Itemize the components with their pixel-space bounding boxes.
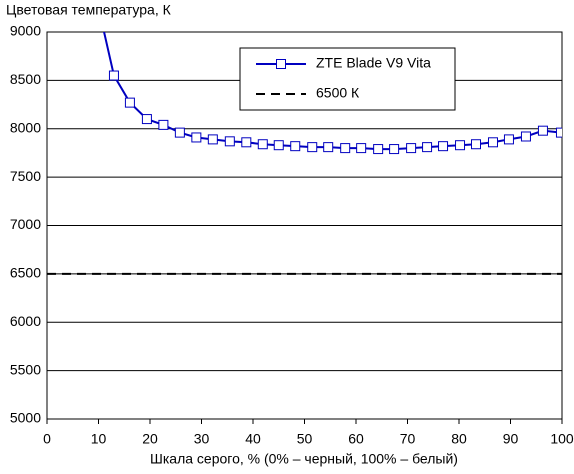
marker (124, 97, 135, 108)
x-tick-label: 80 (451, 431, 467, 447)
marker (470, 139, 481, 150)
x-tick-label: 100 (550, 431, 574, 447)
x-tick-label: 30 (194, 431, 210, 447)
marker (438, 141, 449, 152)
y-tick-label: 7500 (10, 168, 41, 184)
marker (141, 114, 152, 125)
marker (207, 134, 218, 145)
marker (340, 143, 351, 154)
x-tick-label: 10 (91, 431, 107, 447)
legend-label: 6500 К (316, 85, 360, 101)
x-tick-label: 20 (142, 431, 158, 447)
legend-marker (276, 59, 286, 69)
x-tick-label: 60 (348, 431, 364, 447)
marker (323, 142, 334, 153)
marker (520, 131, 531, 142)
marker (191, 132, 202, 143)
plot-frame (46, 31, 563, 420)
x-tick-label: 90 (503, 431, 519, 447)
marker (503, 134, 514, 145)
marker (422, 142, 433, 153)
y-tick-label: 6500 (10, 265, 41, 281)
marker (158, 119, 169, 130)
marker (389, 144, 400, 155)
y-tick-label: 7000 (10, 216, 41, 232)
marker (108, 70, 119, 81)
marker (290, 141, 301, 152)
marker (224, 136, 235, 147)
marker (487, 137, 498, 148)
marker (537, 125, 548, 136)
marker (174, 127, 185, 138)
marker (555, 127, 562, 138)
marker (455, 140, 466, 151)
legend-label: ZTE Blade V9 Vita (316, 55, 431, 71)
marker (241, 137, 252, 148)
y-tick-label: 5000 (10, 410, 41, 426)
y-tick-label: 8500 (10, 71, 41, 87)
legend-box (239, 47, 456, 111)
marker (373, 144, 384, 155)
marker (356, 143, 367, 154)
y-tick-label: 6000 (10, 313, 41, 329)
x-tick-label: 50 (297, 431, 313, 447)
y-tick-label: 5500 (10, 361, 41, 377)
chart-title: Цветовая температура, К (6, 2, 172, 18)
marker (406, 143, 417, 154)
marker (307, 142, 318, 153)
y-tick-label: 9000 (10, 23, 41, 39)
marker (257, 139, 268, 150)
x-tick-label: 40 (245, 431, 261, 447)
x-tick-label: 70 (400, 431, 416, 447)
plot-area (47, 32, 562, 275)
x-tick-label: 0 (43, 431, 51, 447)
x-axis-label: Шкала серого, % (0% – черный, 100% – бел… (150, 451, 458, 467)
y-tick-label: 8000 (10, 119, 41, 135)
marker (273, 140, 284, 151)
